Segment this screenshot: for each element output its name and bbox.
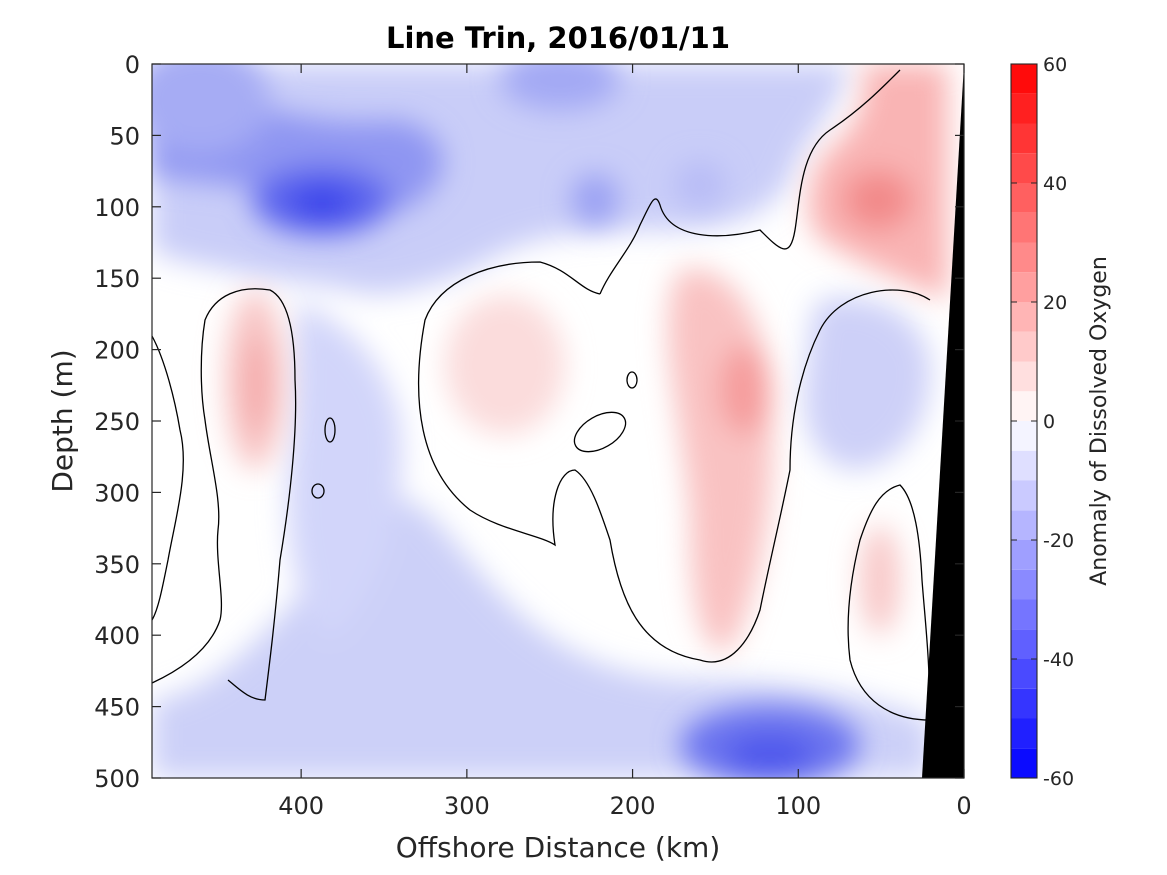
colorbar-segment xyxy=(1011,748,1037,778)
core-negative-100m-inner xyxy=(290,185,354,221)
y-tick-label: 400 xyxy=(94,622,140,650)
y-tick-label: 150 xyxy=(94,265,140,293)
colorbar-segment xyxy=(1011,93,1037,124)
y-axis-label: Depth (m) xyxy=(46,349,79,492)
y-tick-label: 300 xyxy=(94,479,140,507)
colorbar-segment xyxy=(1011,718,1037,749)
anomaly-cores xyxy=(152,64,948,778)
y-tick-label: 0 xyxy=(125,51,140,79)
core-positive-mid xyxy=(445,295,565,435)
bathymetry-mask xyxy=(922,64,964,778)
colorbar-segment xyxy=(1011,450,1037,481)
colorbar-label: Anomaly of Dissolved Oxygen xyxy=(1087,256,1112,586)
x-tick-label: 200 xyxy=(610,792,656,820)
colorbar-tick-label: 20 xyxy=(1043,292,1067,314)
colorbar-segment xyxy=(1011,272,1037,302)
colorbar-segment xyxy=(1011,540,1037,570)
core-negative-deep-inner xyxy=(725,735,815,775)
colorbar-segment xyxy=(1011,421,1037,451)
y-tick-label: 100 xyxy=(94,194,140,222)
y-tick-label: 350 xyxy=(94,551,140,579)
colorbar: 60 40 20 0 -20 -40 -60 xyxy=(1010,54,1074,790)
colorbar-segment xyxy=(1011,599,1037,630)
zero-contour-far-west xyxy=(152,335,184,621)
colorbar-tick-label: -60 xyxy=(1043,768,1074,790)
zero-contours xyxy=(152,69,931,721)
y-tick-label: 250 xyxy=(94,408,140,436)
colorbar-segment xyxy=(1011,183,1037,213)
core-positive-coastal-inner xyxy=(843,170,913,230)
zero-contour-upper xyxy=(599,69,901,295)
colorbar-segment xyxy=(1011,510,1037,540)
core-positive-central-inner xyxy=(719,345,771,435)
zero-contour-ring-b xyxy=(324,417,336,443)
x-tick-label: 0 xyxy=(956,792,971,820)
y-tick-label: 450 xyxy=(94,694,140,722)
zero-contour-west xyxy=(152,288,297,701)
y-axis: 0 50 100 150 200 250 300 350 400 450 500 xyxy=(94,51,964,793)
colorbar-segment xyxy=(1011,629,1037,659)
mid-negative-tongue xyxy=(287,300,402,640)
core-negative-upper-west xyxy=(152,64,270,155)
colorbar-segment xyxy=(1011,64,1037,94)
colorbar-segment xyxy=(1011,480,1037,511)
colorbar-tick-label: -20 xyxy=(1043,530,1074,552)
east-negative-patch xyxy=(803,297,931,470)
core-positive-east-deep xyxy=(860,525,900,635)
x-tick-label: 400 xyxy=(278,792,324,820)
colorbar-segment xyxy=(1011,659,1037,689)
colorbar-segment xyxy=(1011,391,1037,421)
colorbar-segment xyxy=(1011,242,1037,273)
x-axis: 400 300 200 100 0 xyxy=(278,64,972,820)
colorbar-tick-label: -40 xyxy=(1043,649,1074,671)
colorbar-segment xyxy=(1011,688,1037,719)
core-negative-small-a xyxy=(571,174,619,226)
chart-title: Line Trin, 2016/01/11 xyxy=(386,21,730,55)
core-negative-shallow-mid xyxy=(500,64,620,110)
zero-contour-central xyxy=(417,261,931,663)
colorbar-segment xyxy=(1011,153,1037,183)
core-positive-west-inner xyxy=(244,335,270,435)
zero-contour-east xyxy=(847,484,931,721)
colorbar-segment xyxy=(1011,212,1037,243)
y-tick-label: 500 xyxy=(94,765,140,793)
zero-contour-ring-d xyxy=(626,371,638,389)
anomaly-field xyxy=(152,64,964,778)
colorbar-tick-label: 40 xyxy=(1043,173,1067,195)
colorbar-tick-label: 60 xyxy=(1043,54,1067,76)
zero-contour-ring-c xyxy=(311,483,325,499)
colorbar-segment xyxy=(1011,302,1037,332)
x-tick-label: 100 xyxy=(775,792,821,820)
y-tick-label: 50 xyxy=(109,122,140,150)
x-axis-label: Offshore Distance (km) xyxy=(396,831,721,864)
plot-area xyxy=(151,63,965,779)
colorbar-segment xyxy=(1011,569,1037,600)
colorbar-segment xyxy=(1011,123,1037,154)
x-tick-label: 300 xyxy=(444,792,490,820)
colorbar-tick-label: 0 xyxy=(1043,411,1055,433)
core-negative-small-b xyxy=(674,161,726,209)
colorbar-segment xyxy=(1011,361,1037,392)
colorbar-segment xyxy=(1011,331,1037,362)
y-tick-label: 200 xyxy=(94,337,140,365)
zero-contour-ring-a xyxy=(573,411,627,453)
